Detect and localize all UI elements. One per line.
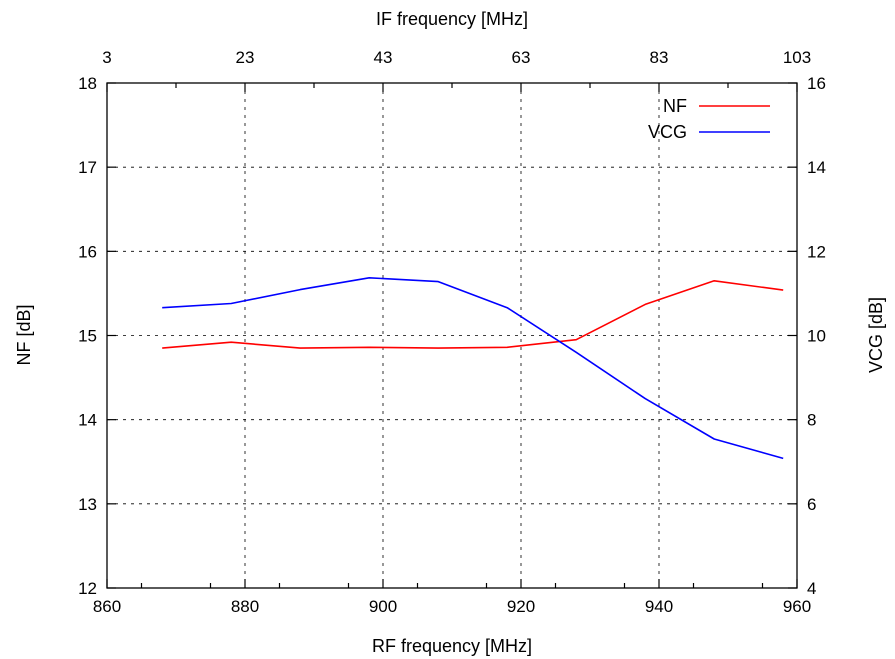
x-tick-label: 900 bbox=[369, 597, 397, 616]
x-tick-label: 920 bbox=[507, 597, 535, 616]
y-tick-label: 17 bbox=[78, 158, 97, 177]
x2-tick-label: 63 bbox=[512, 48, 531, 67]
x-tick-label: 960 bbox=[783, 597, 811, 616]
legend: NF VCG bbox=[648, 96, 770, 142]
y-axis-title: NF [dB] bbox=[14, 304, 34, 365]
x-tick-label: 940 bbox=[645, 597, 673, 616]
y2-tick-label: 6 bbox=[807, 495, 816, 514]
y-tick-label: 18 bbox=[78, 74, 97, 93]
series-line-nf bbox=[162, 279, 784, 349]
legend-label-vcg: VCG bbox=[648, 122, 687, 142]
tick-labels: 860 880 900 920 940 960 3 23 43 63 83 103 12 13 14 15 16… bbox=[78, 48, 826, 616]
y-tick-label: 12 bbox=[78, 579, 97, 598]
x-tick-label: 860 bbox=[93, 597, 121, 616]
y2-tick-label: 8 bbox=[807, 411, 816, 430]
series bbox=[162, 276, 784, 460]
y2-tick-label: 12 bbox=[807, 242, 826, 261]
y2-tick-label: 14 bbox=[807, 158, 826, 177]
x2-tick-label: 23 bbox=[236, 48, 255, 67]
legend-label-nf: NF bbox=[663, 96, 687, 116]
y-tick-label: 13 bbox=[78, 495, 97, 514]
series-line-vcg bbox=[162, 276, 784, 460]
y-tick-label: 14 bbox=[78, 411, 97, 430]
x2-axis-title: IF frequency [MHz] bbox=[376, 9, 528, 29]
y2-axis-title: VCG [dB] bbox=[866, 297, 886, 373]
y-tick-label: 15 bbox=[78, 327, 97, 346]
grid bbox=[107, 83, 797, 588]
x-tick-label: 880 bbox=[231, 597, 259, 616]
x2-tick-label: 103 bbox=[783, 48, 811, 67]
x2-tick-label: 83 bbox=[650, 48, 669, 67]
y2-tick-label: 4 bbox=[807, 579, 816, 598]
x2-tick-label: 3 bbox=[102, 48, 111, 67]
y2-tick-label: 10 bbox=[807, 327, 826, 346]
x2-tick-label: 43 bbox=[374, 48, 393, 67]
y-tick-label: 16 bbox=[78, 242, 97, 261]
y2-tick-label: 16 bbox=[807, 74, 826, 93]
plot-frame bbox=[106, 82, 798, 589]
x-axis-title: RF frequency [MHz] bbox=[372, 636, 532, 656]
